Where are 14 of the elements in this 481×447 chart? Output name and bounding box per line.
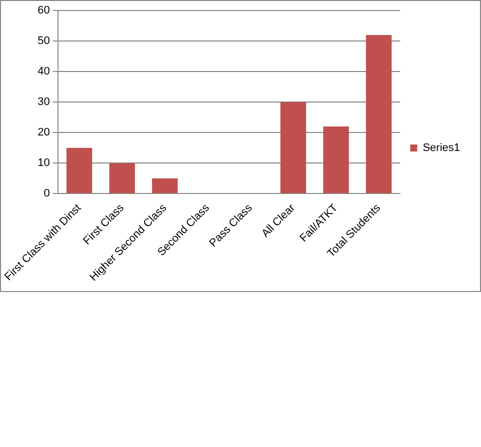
y-tick-label: 20 bbox=[38, 126, 50, 139]
bar bbox=[366, 35, 392, 194]
y-tick-label: 30 bbox=[38, 96, 50, 108]
bar bbox=[66, 148, 92, 194]
legend-label: Series1 bbox=[422, 142, 460, 154]
bar bbox=[109, 163, 135, 194]
y-tick-label: 10 bbox=[38, 157, 50, 170]
y-tick-label: 0 bbox=[44, 188, 50, 200]
bar bbox=[152, 178, 178, 194]
y-tick-label: 60 bbox=[38, 4, 50, 17]
bar bbox=[280, 102, 306, 194]
bar bbox=[323, 126, 349, 194]
y-tick-label: 50 bbox=[38, 35, 50, 48]
y-tick-label: 40 bbox=[38, 66, 50, 78]
